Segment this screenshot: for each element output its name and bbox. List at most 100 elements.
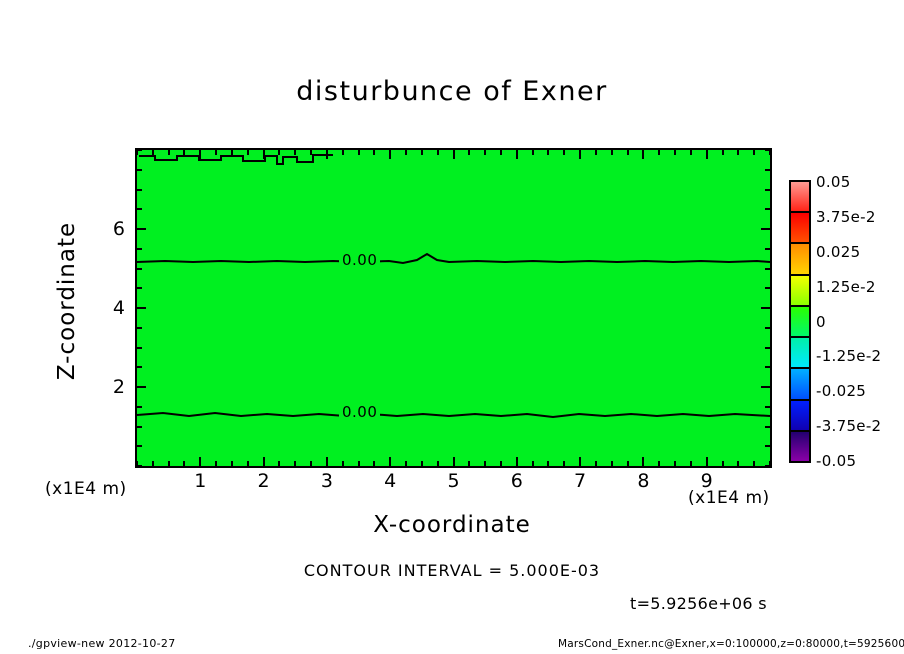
tick-mark [215,150,218,155]
tick-mark [626,150,629,155]
tick-mark [765,425,770,428]
tick-mark [373,150,376,155]
tick-mark [705,457,708,466]
tick-mark [137,188,142,191]
tick-mark [325,150,328,159]
x-tick-label-6: 7 [574,470,587,492]
tick-mark [436,461,439,466]
tick-mark [452,457,455,466]
tick-mark [151,461,154,466]
colorbar-band-1 [791,211,809,243]
tick-mark [594,150,597,155]
plot-area[interactable]: 0.00 0.00 [135,148,772,468]
tick-mark [765,326,770,329]
colorbar-label-7: -3.75e-2 [816,417,882,436]
x-tick-label-0: 1 [194,470,207,492]
tick-mark [137,405,142,408]
tick-mark [137,461,138,466]
colorbar-label-5: -1.25e-2 [816,347,882,366]
page-title: disturbunce of Exner [296,76,608,107]
x-unit-right: (x1E4 m) [688,488,770,508]
tick-mark [468,461,471,466]
tick-mark [515,150,518,159]
tick-mark [246,461,249,466]
x-tick-label-4: 5 [447,470,460,492]
tick-mark [436,150,439,155]
tick-mark [689,150,692,155]
tick-mark [547,461,550,466]
tick-mark [278,461,281,466]
tick-mark [579,457,582,466]
colorbar-band-6 [791,367,809,399]
tick-mark [765,287,770,290]
tick-mark [579,150,582,159]
tick-mark [594,461,597,466]
tick-mark [215,461,218,466]
x-unit-left: (x1E4 m) [45,479,127,499]
tick-mark [689,461,692,466]
tick-mark [389,150,392,159]
tick-mark [737,150,740,155]
tick-mark [563,150,566,155]
y-tick-label-1: 4 [112,297,125,319]
colorbar-band-3 [791,273,809,305]
contour-label-lower: 0.00 [339,405,381,420]
tick-mark [137,307,146,309]
tick-mark [531,150,534,155]
tick-mark [137,228,146,230]
tick-mark [674,150,677,155]
tick-mark [705,150,708,159]
tick-mark [761,228,770,230]
tick-mark [246,150,249,155]
tick-mark [325,457,328,466]
tick-mark [765,247,770,250]
tick-mark [230,461,233,466]
tick-mark [167,461,170,466]
footer-command: ./gpview-new 2012-10-27 [28,637,176,650]
colorbar[interactable] [789,180,811,463]
colorbar-label-0: 0.05 [816,173,851,191]
tick-mark [765,188,770,191]
tick-mark [610,150,613,155]
tick-mark [658,461,661,466]
tick-mark [765,346,770,349]
tick-mark [199,457,202,466]
tick-mark [137,465,142,466]
colorbar-band-7 [791,398,809,430]
contour-lines [137,154,770,419]
tick-mark [137,150,138,155]
tick-mark [137,168,142,171]
tick-mark [737,461,740,466]
colorbar-label-4: 0 [816,312,826,331]
colorbar-label-1: 3.75e-2 [816,207,876,226]
tick-mark [137,425,142,428]
tick-mark [765,267,770,270]
tick-mark [341,150,344,155]
tick-mark [151,150,154,155]
tick-mark [499,150,502,155]
tick-mark [294,150,297,155]
x-tick-label-7: 8 [637,470,650,492]
field-fill [137,150,770,466]
tick-mark [674,461,677,466]
x-tick-label-8: 9 [700,470,713,492]
tick-mark [137,326,142,329]
colorbar-label-2: 0.025 [816,242,861,261]
tick-mark [515,457,518,466]
tick-mark [262,150,265,159]
tick-mark [499,461,502,466]
tick-mark [262,457,265,466]
tick-mark [563,461,566,466]
tick-mark [183,150,186,155]
tick-mark [199,150,202,159]
tick-mark [389,457,392,466]
tick-mark [310,150,313,155]
tick-mark [420,150,423,155]
tick-mark [642,150,645,159]
tick-mark [183,461,186,466]
tick-mark [765,208,770,211]
tick-mark [137,346,142,349]
tick-mark [137,247,142,250]
tick-mark [610,461,613,466]
colorbar-band-8 [791,429,809,461]
